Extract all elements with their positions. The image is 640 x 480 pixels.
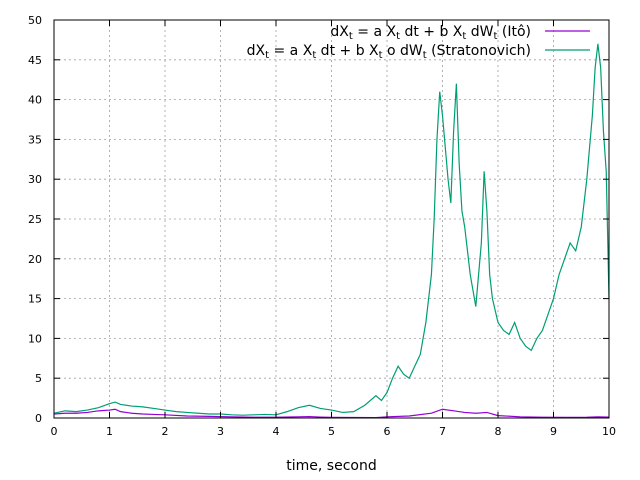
y-tick-label: 0	[35, 412, 42, 425]
legend-label-1: dXt = a Xt dt + b Xt dWt (Itô)	[330, 24, 531, 42]
x-tick-label: 0	[51, 425, 58, 438]
series-line-2	[53, 43, 610, 416]
x-tick-label: 10	[602, 425, 616, 438]
y-tick-label: 35	[28, 133, 42, 146]
y-tick-label: 25	[28, 213, 42, 226]
y-tick-label: 20	[28, 253, 42, 266]
x-tick-label: 7	[439, 425, 446, 438]
x-tick-label: 3	[217, 425, 224, 438]
grid-lines	[54, 20, 609, 418]
legend: dXt = a Xt dt + b Xt dWt (Itô)dXt = a Xt…	[247, 24, 590, 61]
x-tick-label: 4	[273, 425, 280, 438]
y-tick-label: 50	[28, 14, 42, 27]
axis-ticks	[53, 19, 610, 419]
x-axis-label: time, second	[286, 458, 376, 474]
y-tick-label: 45	[28, 54, 42, 67]
series-lines	[53, 43, 610, 419]
legend-label-2: dXt = a Xt dt + b Xt o dWt (Stratonovich…	[247, 43, 531, 61]
x-tick-label: 9	[550, 425, 557, 438]
y-tick-label: 15	[28, 293, 42, 306]
x-tick-label: 1	[106, 425, 113, 438]
series-line-1	[53, 408, 610, 419]
y-tick-label: 40	[28, 94, 42, 107]
y-tick-label: 30	[28, 173, 42, 186]
y-tick-label: 5	[35, 372, 42, 385]
x-tick-label: 8	[495, 425, 502, 438]
x-tick-label: 2	[162, 425, 169, 438]
x-tick-label: 5	[328, 425, 335, 438]
y-tick-label: 10	[28, 332, 42, 345]
x-tick-label: 6	[384, 425, 391, 438]
